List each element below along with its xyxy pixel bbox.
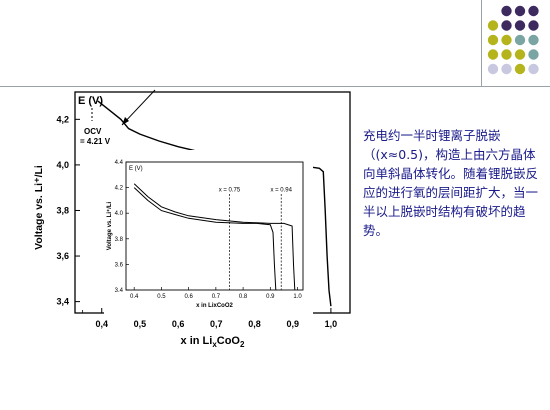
pointer-arrowhead	[122, 117, 129, 125]
inset-x-tick-label: 0.9	[266, 294, 275, 300]
x-tick-label: 0,5	[134, 319, 147, 329]
inset-plot: 0.4 0.5 0.6 0.7 0.8 0.9 1.0 3.4 3.6 3.8 4.0 4.2 4.4 x…	[104, 150, 313, 318]
decorative-dot	[528, 20, 539, 31]
vertical-divider-line	[481, 0, 482, 86]
decorative-dot	[528, 63, 539, 75]
x-axis-title-part: x in Li	[181, 335, 213, 347]
inset-y-tick-label: 4.4	[115, 160, 124, 166]
inset-y-tick-label: 4.0	[115, 211, 124, 217]
inset-frame	[125, 161, 304, 291]
inset-x-tick-label: 0.4	[130, 294, 139, 300]
decorative-dot-grid	[487, 5, 539, 75]
decorative-dot	[487, 20, 499, 31]
decorative-dot	[487, 63, 499, 75]
inset-x-tick-label: 0.8	[239, 294, 248, 300]
decorative-dot	[528, 5, 539, 17]
y-tick-label: 3,8	[56, 205, 69, 215]
y-tick-label: 3,6	[56, 251, 69, 261]
x-tick-label: 0,7	[210, 319, 223, 329]
inset-series-line	[133, 183, 296, 291]
y-tick-label: 4,0	[56, 160, 69, 170]
x-tick-label: 1,0	[325, 319, 338, 329]
inset-x-tick-label: 0.6	[184, 294, 193, 300]
x-axis-title-subscript: x	[212, 340, 217, 349]
y-tick-label: 4,2	[56, 114, 69, 124]
decorative-dot	[514, 5, 526, 17]
decorative-dot	[501, 49, 512, 60]
inset-corner-label: E (V)	[129, 166, 143, 172]
inset-x-tick-label: 1.0	[293, 294, 302, 300]
decorative-dot	[528, 34, 539, 46]
pointer-arrow-line	[121, 89, 156, 126]
decorative-dot	[528, 49, 539, 60]
horizontal-divider-line	[0, 86, 550, 87]
y-axis-title: Voltage vs. Li⁺/Li	[33, 165, 45, 250]
x-tick-label: 0,9	[286, 319, 299, 329]
x-axis-title-subscript: 2	[240, 340, 245, 349]
ocv-label: OCV	[84, 127, 102, 136]
voltage-chart: 0,4 0,5 0,6 0,7 0,8 0,9 1,0 3,4 3,6 3,8 4,0 4,2 E (V…	[33, 89, 351, 349]
x-tick-label: 0,6	[172, 319, 185, 329]
decorative-dot	[514, 49, 526, 60]
x-tick-label: 0,4	[95, 319, 108, 329]
inset-y-axis-title: Voltage vs. Li⁺/Li	[106, 201, 113, 250]
inset-x-tick-label: 0.7	[212, 294, 221, 300]
decorative-dot	[514, 34, 526, 46]
inset-marker-label: x = 0.75	[219, 187, 241, 193]
decorative-dot	[487, 49, 499, 60]
inset-y-tick-label: 3.8	[115, 237, 124, 243]
inset-background	[104, 150, 313, 318]
x-axis-title-part: CoO	[217, 335, 241, 347]
corner-label: E (V)	[78, 95, 103, 107]
inset-y-tick-label: 4.2	[115, 186, 124, 192]
decorative-dot	[501, 63, 512, 75]
decorative-dot	[501, 34, 512, 46]
inset-x-tick-label: 0.5	[157, 294, 166, 300]
x-tick-label: 0,8	[248, 319, 261, 329]
y-tick-label: 3,4	[56, 297, 69, 307]
decorative-dot	[487, 34, 499, 46]
inset-y-tick-label: 3.6	[115, 262, 124, 268]
x-axis-title: x in LixCoO2	[181, 335, 245, 349]
decorative-dot	[514, 63, 526, 75]
inset-marker-label: x = 0.94	[270, 187, 292, 193]
decorative-dot	[514, 20, 526, 31]
description-text: 充电约一半时锂离子脱嵌（(x≈0.5)，构造上由六方晶体向单斜晶体转化。随着锂脱…	[363, 128, 539, 238]
inset-x-axis-title: x in LixCoO2	[196, 303, 233, 309]
decorative-dot	[501, 5, 512, 17]
ocv-value: = 4.21 V	[80, 137, 111, 146]
inset-y-tick-label: 3.4	[115, 288, 124, 294]
decorative-dot	[501, 20, 512, 31]
